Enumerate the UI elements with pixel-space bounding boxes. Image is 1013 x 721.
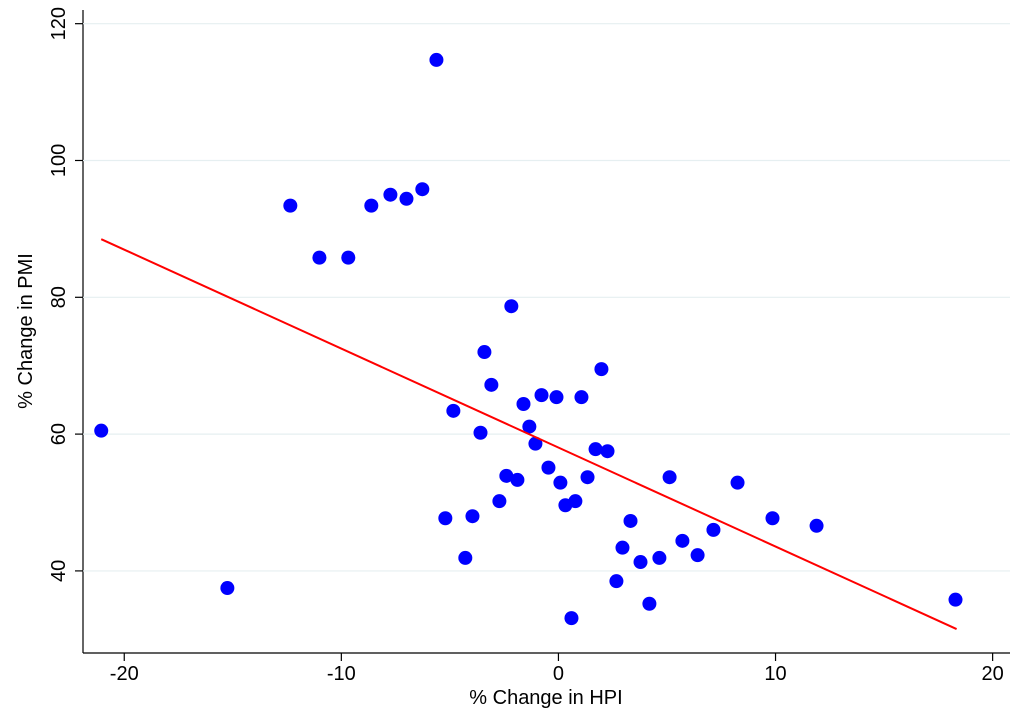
point (504, 299, 519, 314)
fit-line (100, 238, 958, 630)
point (765, 511, 780, 526)
point (458, 550, 473, 565)
point (549, 390, 564, 405)
point (516, 397, 531, 412)
point (499, 468, 514, 483)
point (429, 52, 444, 67)
point (706, 522, 721, 537)
x-tick-label: 0 (553, 663, 564, 685)
point (568, 494, 583, 509)
point (642, 596, 657, 611)
point (312, 250, 327, 265)
y-tick-label: 120 (48, 7, 70, 40)
point (477, 345, 492, 360)
point (564, 611, 579, 626)
point (283, 198, 298, 213)
point (633, 555, 648, 570)
point (364, 198, 379, 213)
point (615, 540, 630, 555)
point (574, 390, 589, 405)
point (399, 191, 414, 206)
x-axis-title: % Change in HPI (469, 687, 622, 709)
point (588, 442, 603, 457)
point (383, 187, 398, 202)
point (510, 472, 525, 487)
point (553, 475, 568, 490)
x-tick-label: 20 (982, 663, 1004, 685)
point (580, 470, 595, 485)
y-axis-title: % Change in PMI (15, 253, 37, 409)
point (220, 581, 235, 596)
point (600, 444, 615, 459)
point (690, 548, 705, 563)
point (528, 436, 543, 451)
point (594, 362, 609, 377)
point (534, 388, 549, 403)
point (652, 550, 667, 565)
x-tick-label: -10 (327, 663, 356, 685)
point (948, 592, 963, 607)
point (492, 494, 507, 509)
x-tick-label: 10 (764, 663, 786, 685)
point (675, 533, 690, 548)
point (484, 377, 499, 392)
point (609, 574, 624, 589)
point (623, 513, 638, 528)
point (522, 419, 537, 434)
y-tick-label: 40 (48, 560, 70, 582)
y-tick-label: 80 (48, 286, 70, 308)
point (94, 423, 109, 438)
point (438, 511, 453, 526)
point (662, 470, 677, 485)
x-tick-label: -20 (110, 663, 139, 685)
point (446, 403, 461, 418)
point (473, 425, 488, 440)
y-tick-label: 60 (48, 423, 70, 445)
point (415, 182, 430, 197)
point (341, 250, 356, 265)
y-tick-label: 100 (48, 144, 70, 177)
point (730, 475, 745, 490)
point (809, 518, 824, 533)
point (465, 509, 480, 524)
point (541, 460, 556, 475)
